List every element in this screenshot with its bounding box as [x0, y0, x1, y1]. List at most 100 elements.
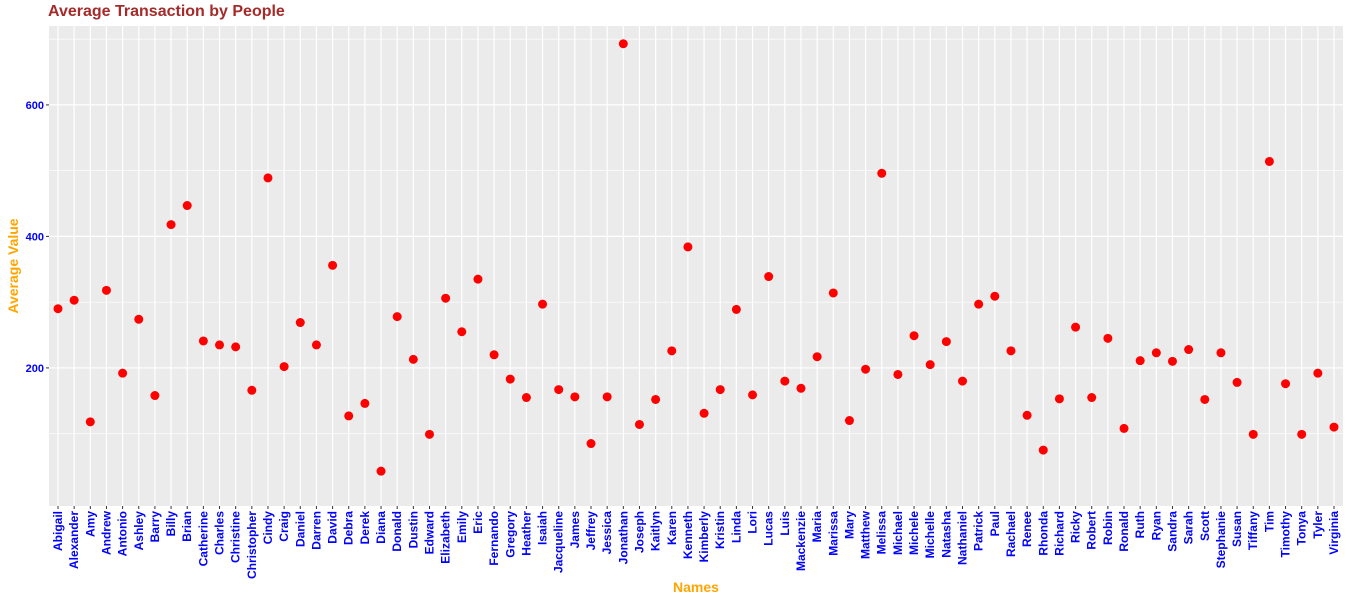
data-point	[828, 288, 838, 298]
data-point	[1248, 429, 1258, 439]
data-point	[1022, 410, 1032, 420]
data-point	[69, 295, 79, 305]
x-tick-label: Karen	[665, 511, 679, 545]
x-tick-label: Mackenzie	[794, 511, 808, 571]
x-tick-label: Elizabeth	[439, 511, 453, 564]
data-point	[263, 173, 273, 183]
data-point	[780, 376, 790, 386]
x-tick-label: Rhonda	[1036, 511, 1050, 556]
x-tick-label: Renee	[1020, 511, 1034, 547]
x-tick-label: Abigail	[51, 511, 65, 551]
x-tick-label: Ronald	[1117, 511, 1131, 552]
data-point	[101, 285, 111, 295]
x-tick-label: James	[568, 511, 582, 549]
x-tick-label: Virginia	[1327, 511, 1341, 555]
data-point	[441, 293, 451, 303]
x-tick-label: Nathaniel	[956, 511, 970, 565]
x-tick-label: Craig	[277, 511, 291, 542]
data-point	[521, 393, 531, 403]
data-point	[877, 168, 887, 178]
data-point	[1151, 348, 1161, 358]
data-point	[634, 419, 644, 429]
x-tick-label: Joseph	[632, 511, 646, 553]
x-tick-label: Dustin	[406, 511, 420, 548]
x-axis-title: Names	[673, 579, 719, 595]
x-tick-label: Richard	[1052, 511, 1066, 556]
x-tick-label: Jonathan	[616, 511, 630, 564]
x-tick-label: David	[326, 511, 340, 544]
x-tick-label: Fernando	[487, 511, 501, 566]
x-tick-label: Luis	[778, 511, 792, 536]
data-point	[683, 242, 693, 252]
x-tick-label: Barry	[148, 511, 162, 543]
x-axis-ticks: Abigail Alexander Amy Andrew Antonio Ashley Ba…	[51, 506, 1341, 579]
x-tick-label: Jeffrey	[584, 511, 598, 551]
x-tick-label: Linda	[729, 511, 743, 543]
data-point	[1281, 379, 1291, 389]
y-axis-title: Average Value	[5, 218, 21, 313]
x-tick-label: Tim	[1262, 511, 1276, 532]
x-tick-label: Ricky	[1069, 511, 1083, 543]
x-tick-label: Melissa	[875, 511, 889, 555]
x-tick-label: Timothy	[1279, 511, 1293, 558]
x-tick-label: Donald	[390, 511, 404, 552]
data-point	[1119, 423, 1129, 433]
x-tick-label: Debra	[342, 511, 356, 545]
data-point	[1200, 394, 1210, 404]
data-point	[53, 304, 63, 314]
data-point	[941, 337, 951, 347]
data-point	[166, 220, 176, 230]
x-tick-label: Ruth	[1133, 511, 1147, 538]
data-point	[424, 429, 434, 439]
data-point	[231, 342, 241, 352]
data-point	[812, 352, 822, 362]
data-point	[392, 312, 402, 322]
x-tick-label: Andrew	[99, 510, 113, 555]
x-tick-label: Rachael	[1004, 511, 1018, 557]
x-tick-label: Diana	[374, 511, 388, 544]
data-points	[53, 39, 1339, 476]
data-point	[489, 350, 499, 360]
data-point	[1313, 368, 1323, 378]
x-tick-label: Edward	[422, 511, 436, 554]
x-tick-label: Jacqueline	[552, 511, 566, 573]
x-tick-label: Michelle	[923, 511, 937, 559]
x-tick-label: Maria	[810, 511, 824, 543]
data-point	[118, 368, 128, 378]
x-tick-label: Tyler	[1311, 511, 1325, 539]
data-point	[457, 327, 467, 337]
data-point	[1184, 345, 1194, 355]
x-tick-label: Derek	[358, 511, 372, 545]
data-point	[1087, 393, 1097, 403]
data-point	[1054, 394, 1064, 404]
data-point	[1038, 445, 1048, 455]
x-tick-label: Susan	[1230, 511, 1244, 547]
data-point	[958, 376, 968, 386]
y-axis-ticks: 200 400 600	[26, 100, 49, 375]
chart-title: Average Transaction by People	[48, 3, 285, 20]
x-tick-label: Ryan	[1149, 511, 1163, 540]
data-point	[215, 340, 225, 350]
data-point	[328, 260, 338, 270]
x-tick-label: Ashley	[132, 511, 146, 551]
data-point	[893, 369, 903, 379]
data-point	[1071, 322, 1081, 332]
data-point	[311, 340, 321, 350]
x-tick-label: Cindy	[261, 511, 275, 545]
x-tick-label: Jessica	[600, 511, 614, 555]
x-tick-label: Antonio	[116, 511, 130, 556]
data-point	[1216, 348, 1226, 358]
x-tick-label: Gregory	[503, 511, 517, 558]
data-point	[279, 362, 289, 372]
data-point	[505, 374, 515, 384]
x-tick-label: Amy	[83, 511, 97, 537]
data-point	[1232, 377, 1242, 387]
data-point	[1264, 156, 1274, 166]
y-tick-label: 200	[26, 363, 44, 375]
major-gridlines	[49, 26, 1343, 506]
x-tick-label: Lori	[746, 511, 760, 534]
x-tick-label: Scott	[1198, 511, 1212, 541]
data-point	[909, 331, 919, 341]
data-point	[85, 417, 95, 427]
